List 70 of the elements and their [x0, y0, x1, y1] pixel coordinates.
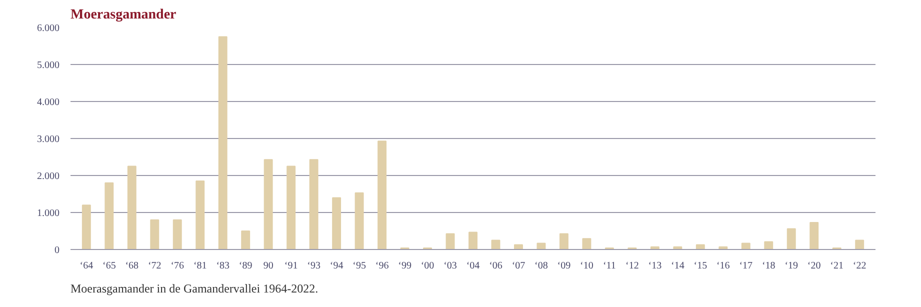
bar [150, 219, 160, 250]
x-tick-label: ‘95 [352, 260, 366, 272]
x-tick-label: ‘18 [762, 260, 776, 272]
x-tick-label: ‘93 [307, 260, 320, 272]
y-tick-label: 5.000 [37, 60, 60, 71]
x-tick-label: ‘09 [557, 260, 571, 272]
x-tick-label: ‘00 [420, 260, 434, 272]
x-tick-label: ‘14 [670, 260, 684, 272]
bar [582, 238, 592, 250]
x-tick-label: ‘17 [739, 260, 753, 272]
y-tick-label: 1.000 [37, 208, 60, 219]
y-tick-label: 0 [54, 245, 60, 256]
x-tick-label: ‘64 [80, 260, 94, 272]
bar [218, 36, 228, 250]
bar [332, 197, 342, 250]
x-tick-label: ‘06 [489, 260, 502, 272]
x-tick-label: ‘83 [216, 260, 230, 272]
x-tick-label: ‘65 [102, 260, 116, 272]
bar [286, 166, 296, 250]
bar [196, 180, 205, 250]
x-tick-label: 90 [263, 260, 274, 272]
bar [82, 204, 91, 250]
x-tick-label: ‘22 [852, 260, 866, 272]
bar [559, 233, 568, 250]
x-tick-label: ‘68 [125, 260, 139, 272]
x-tick-label: ‘04 [466, 260, 480, 272]
x-tick-label: ‘81 [193, 260, 207, 272]
bar [378, 140, 387, 250]
x-tick-label: ‘19 [784, 260, 798, 272]
x-tick-label: ‘10 [580, 260, 594, 272]
bar [696, 244, 705, 250]
x-tick-label: ‘89 [238, 260, 252, 272]
bar [264, 159, 273, 250]
bar [855, 240, 864, 250]
bar [172, 219, 182, 250]
y-tick-label: 3.000 [37, 134, 60, 145]
chart-title: Moerasgamander [70, 8, 176, 22]
x-tick-label: ‘76 [170, 260, 184, 272]
x-tick-label: ‘07 [512, 260, 526, 272]
bar [536, 242, 546, 250]
x-tick-label: ‘08 [534, 260, 548, 272]
x-tick-label: ‘03 [444, 260, 457, 272]
y-tick-label: 2.000 [37, 171, 60, 182]
x-tick-label: ‘72 [148, 260, 162, 272]
bar [241, 230, 250, 250]
x-tick-label: ‘16 [716, 260, 730, 272]
x-tick-label: ‘21 [830, 260, 844, 272]
bar [786, 228, 796, 250]
bar [468, 232, 478, 250]
text: Moerasgamander in de Gamandervallei 1964-2022. [70, 282, 318, 296]
x-tick-label: ‘13 [648, 260, 662, 272]
bar [446, 233, 455, 250]
x-tick-label: ‘20 [807, 260, 821, 272]
x-tick-label: ‘91 [284, 260, 298, 272]
bar [764, 241, 774, 250]
bar [309, 159, 318, 250]
x-tick-label: ‘94 [330, 260, 344, 272]
x-tick-label: ‘12 [626, 260, 639, 272]
bar [354, 192, 364, 250]
y-tick-label: 6.000 [37, 23, 60, 34]
x-tick-label: ‘15 [694, 260, 708, 272]
x-tick-label: ‘11 [602, 260, 616, 272]
x-tick-label: ‘96 [375, 260, 389, 272]
y-tick-label: 4.000 [37, 97, 60, 108]
bar [514, 244, 523, 250]
x-tick-label: ‘99 [398, 260, 412, 272]
bar [810, 222, 819, 250]
bar [741, 242, 750, 250]
bar [127, 166, 136, 250]
bar [104, 182, 114, 250]
